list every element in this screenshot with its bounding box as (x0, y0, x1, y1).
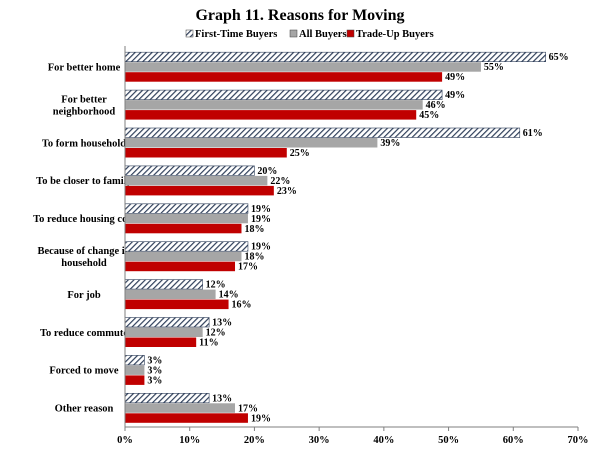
bar-first-time-buyers-for-better-neighborhood (124, 89, 443, 100)
category-label-for-job: For job (67, 290, 101, 301)
x-tick-label-30pct: 30% (309, 435, 330, 446)
category-label-for-better-home: For better home (48, 62, 121, 73)
bar-all-buyers-to-form-household (125, 138, 378, 148)
bar-all-buyers-because-of-change-in-household (125, 251, 242, 262)
bar-all-buyers-for-better-home (125, 62, 481, 72)
value-label-all-buyers-to-reduce-commute: 12% (206, 328, 226, 339)
value-label-first-time-buyers-to-form-household: 61% (523, 128, 543, 139)
value-label-first-time-buyers-to-be-closer-to-family: 20% (257, 166, 277, 177)
category-label-other-reason: Other reason (55, 404, 114, 415)
bar-first-time-buyers-forced-to-move (124, 355, 145, 366)
bar-trade-up-buyers-for-better-home (125, 72, 443, 82)
legend-swatch-trade-up-buyers (346, 29, 355, 38)
bar-first-time-buyers-to-form-household (124, 127, 521, 138)
value-label-trade-up-buyers-to-be-closer-to-family: 23% (277, 186, 297, 197)
bar-trade-up-buyers-to-reduce-commute (125, 337, 197, 347)
value-label-first-time-buyers-for-job: 12% (206, 280, 226, 291)
category-label-to-be-closer-to-family: To be closer to family (36, 176, 132, 187)
bar-all-buyers-to-reduce-housing-cost (125, 213, 248, 224)
value-label-trade-up-buyers-because-of-change-in-household: 17% (238, 262, 258, 273)
bar-first-time-buyers-for-job (124, 279, 203, 290)
legend-label-trade-up-buyers: Trade-Up Buyers (356, 29, 434, 40)
value-label-first-time-buyers-other-reason: 13% (212, 393, 232, 404)
legend-swatch-all-buyers (289, 29, 298, 38)
value-label-all-buyers-for-better-neighborhood: 46% (426, 100, 446, 111)
category-label-to-form-household: To form household (42, 138, 126, 149)
bar-all-buyers-for-job (125, 289, 216, 300)
category-label-forced-to-move: Forced to move (49, 366, 119, 377)
bar-series: 65%55%49%49%46%45%61%39%25%20%22%23%19%1… (124, 51, 569, 424)
bar-all-buyers-other-reason (125, 403, 236, 413)
bar-trade-up-buyers-other-reason (125, 413, 248, 423)
bar-trade-up-buyers-because-of-change-in-household (125, 261, 236, 272)
chart-legend: First-Time Buyers All Buyers Trade-Up Buye… (185, 29, 434, 40)
value-label-all-buyers-because-of-change-in-household: 18% (244, 252, 264, 263)
category-label-to-reduce-housing-cost: To reduce housing cost (33, 214, 135, 225)
bar-first-time-buyers-to-be-closer-to-family (124, 165, 255, 176)
value-label-trade-up-buyers-to-reduce-housing-cost: 18% (244, 224, 264, 235)
bar-all-buyers-forced-to-move (125, 365, 145, 375)
value-label-trade-up-buyers-for-better-neighborhood: 45% (419, 110, 439, 121)
value-label-first-time-buyers-for-better-home: 65% (549, 52, 569, 63)
bar-first-time-buyers-to-reduce-commute (124, 317, 210, 328)
value-label-all-buyers-for-job: 14% (219, 290, 239, 301)
value-label-first-time-buyers-because-of-change-in-household: 19% (251, 242, 271, 253)
value-label-all-buyers-forced-to-move: 3% (147, 365, 162, 376)
value-label-trade-up-buyers-for-better-home: 49% (445, 72, 465, 83)
legend-swatch-first-time-buyers (185, 29, 194, 38)
chart-title: Graph 11. Reasons for Moving (195, 7, 404, 24)
bar-trade-up-buyers-for-better-neighborhood (125, 110, 417, 120)
bar-first-time-buyers-other-reason (124, 392, 210, 404)
bar-trade-up-buyers-to-form-household (125, 148, 287, 158)
bar-all-buyers-to-reduce-commute (125, 327, 203, 337)
value-label-first-time-buyers-for-better-neighborhood: 49% (445, 90, 465, 101)
value-label-trade-up-buyers-for-job: 16% (232, 300, 252, 311)
category-axis-labels: For better home For better neighborhood To … (33, 62, 135, 414)
category-label-because-of-change-in-household: Because of change in household (37, 246, 130, 269)
bar-first-time-buyers-because-of-change-in-household (124, 241, 249, 252)
bar-all-buyers-to-be-closer-to-family (125, 175, 268, 186)
bar-first-time-buyers-for-better-home (124, 51, 546, 63)
x-tick-label-70pct: 70% (568, 435, 589, 446)
value-label-all-buyers-to-reduce-housing-cost: 19% (251, 214, 271, 225)
value-label-first-time-buyers-to-reduce-commute: 13% (212, 318, 232, 329)
x-tick-label-40pct: 40% (373, 435, 394, 446)
bar-trade-up-buyers-for-job (125, 299, 229, 310)
value-label-first-time-buyers-forced-to-move: 3% (147, 355, 162, 366)
value-label-all-buyers-to-form-household: 39% (380, 138, 400, 149)
bar-first-time-buyers-to-reduce-housing-cost (124, 203, 249, 214)
value-label-all-buyers-for-better-home: 55% (484, 62, 504, 73)
legend-label-first-time-buyers: First-Time Buyers (195, 29, 277, 40)
x-tick-label-10pct: 10% (179, 435, 200, 446)
bar-trade-up-buyers-to-reduce-housing-cost (125, 223, 242, 234)
value-label-all-buyers-other-reason: 17% (238, 403, 258, 414)
x-tick-label-60pct: 60% (503, 435, 524, 446)
legend-label-all-buyers: All Buyers (299, 29, 347, 40)
category-label-to-reduce-commute: To reduce commute (40, 328, 128, 339)
value-label-trade-up-buyers-other-reason: 19% (251, 413, 271, 424)
value-label-trade-up-buyers-forced-to-move: 3% (147, 375, 162, 386)
bar-trade-up-buyers-to-be-closer-to-family (125, 185, 274, 196)
value-label-trade-up-buyers-to-reduce-commute: 11% (199, 338, 218, 349)
x-axis: 0% 10% 20% 30% 40% 50% 60% 70% (117, 46, 589, 446)
bar-all-buyers-for-better-neighborhood (125, 100, 423, 110)
value-label-trade-up-buyers-to-form-household: 25% (290, 148, 310, 159)
x-tick-label-20pct: 20% (244, 435, 265, 446)
category-label-for-better-neighborhood: For better neighborhood (53, 94, 116, 117)
value-label-first-time-buyers-to-reduce-housing-cost: 19% (251, 204, 271, 215)
value-label-all-buyers-to-be-closer-to-family: 22% (270, 176, 290, 187)
bar-trade-up-buyers-forced-to-move (125, 375, 145, 385)
x-tick-label-50pct: 50% (438, 435, 459, 446)
x-tick-label-0pct: 0% (117, 435, 133, 446)
